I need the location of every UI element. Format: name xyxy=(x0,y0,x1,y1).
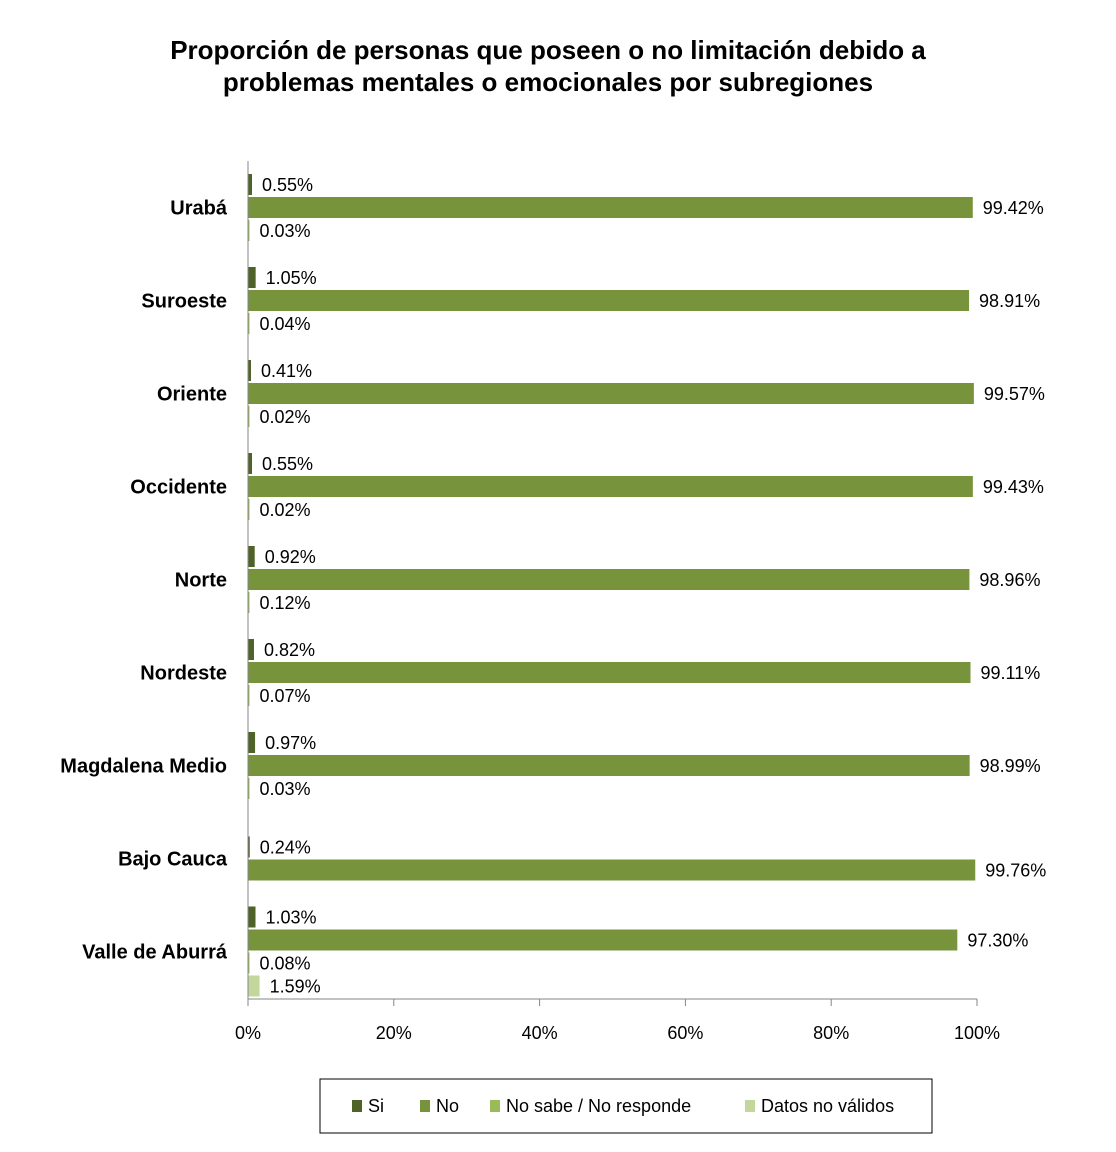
data-label-no-sabe-no-responde-nordeste: 0.07% xyxy=(260,686,311,706)
bar-no-sabe-no-responde-magdalena-medio xyxy=(248,778,250,799)
x-tick-label: 40% xyxy=(522,1023,558,1043)
data-label-si-valle-de-aburra: 1.03% xyxy=(266,908,317,928)
bar-no-suroeste xyxy=(248,290,970,311)
data-label-no-uraba: 99.42% xyxy=(983,198,1044,218)
data-label-si-nordeste: 0.82% xyxy=(264,640,315,660)
data-label-si-uraba: 0.55% xyxy=(262,175,313,195)
bar-si-magdalena-medio xyxy=(248,732,256,753)
data-label-si-magdalena-medio: 0.97% xyxy=(265,733,316,753)
data-label-no-oriente: 99.57% xyxy=(984,384,1045,404)
data-label-no-occidente: 99.43% xyxy=(983,477,1044,497)
chart-title-line-2: problemas mentales o emocionales por sub… xyxy=(222,67,874,97)
data-label-si-oriente: 0.41% xyxy=(261,361,312,381)
legend: Si No No sabe / No responde Datos no válido… xyxy=(319,1078,933,1134)
legend-label-si: Si xyxy=(368,1096,384,1116)
data-label-si-norte: 0.92% xyxy=(265,547,316,567)
bar-no-oriente xyxy=(248,383,974,404)
bar-si-oriente xyxy=(248,360,251,381)
data-label-no-sabe-no-responde-valle-de-aburra: 0.08% xyxy=(260,954,311,974)
legend-box xyxy=(319,1078,933,1134)
bar-no-sabe-no-responde-oriente xyxy=(248,406,250,427)
legend-label-datos-no-validos: Datos no válidos xyxy=(761,1096,894,1116)
x-tick-label: 60% xyxy=(667,1023,703,1043)
data-label-no-norte: 98.96% xyxy=(979,570,1040,590)
bar-datos-no-validos-valle-de-aburra xyxy=(248,975,260,997)
plot-area: Urabá 0.55% 99.42% 0.03% Suroeste 1.05% 98.91%… xyxy=(60,174,1046,997)
data-label-no-suroeste: 98.91% xyxy=(979,291,1040,311)
x-axis: 0% 20% 40% 60% 80% 100% xyxy=(235,161,1000,1043)
x-tick-label: 80% xyxy=(813,1023,849,1043)
bar-no-nordeste xyxy=(248,662,971,683)
data-label-si-suroeste: 1.05% xyxy=(266,268,317,288)
category-label-valle-de-aburra: Valle de Aburrá xyxy=(82,942,228,964)
bar-no-sabe-no-responde-valle-de-aburra xyxy=(248,952,250,974)
bar-no-uraba xyxy=(248,197,973,218)
bar-no-bajo-cauca xyxy=(248,859,976,881)
data-label-no-sabe-no-responde-magdalena-medio: 0.03% xyxy=(260,779,311,799)
data-label-datos-no-validos-valle-de-aburra: 1.59% xyxy=(270,977,321,997)
bar-no-sabe-no-responde-suroeste xyxy=(248,313,250,334)
category-label-uraba: Urabá xyxy=(170,198,228,220)
category-label-norte: Norte xyxy=(175,570,227,592)
bar-no-valle-de-aburra xyxy=(248,929,958,951)
category-label-nordeste: Nordeste xyxy=(140,663,227,685)
bar-no-sabe-no-responde-norte xyxy=(248,592,250,613)
bar-si-suroeste xyxy=(248,267,256,288)
data-label-no-valle-de-aburra: 97.30% xyxy=(967,931,1028,951)
category-label-occidente: Occidente xyxy=(130,477,227,499)
data-label-no-sabe-no-responde-occidente: 0.02% xyxy=(260,500,311,520)
legend-swatch-no-sabe-no-responde xyxy=(490,1100,500,1112)
bar-si-bajo-cauca xyxy=(248,836,250,858)
bar-si-occidente xyxy=(248,453,253,474)
legend-swatch-no xyxy=(420,1100,430,1112)
x-tick-label: 20% xyxy=(376,1023,412,1043)
data-label-no-sabe-no-responde-oriente: 0.02% xyxy=(260,407,311,427)
bar-si-valle-de-aburra xyxy=(248,906,256,928)
legend-label-no: No xyxy=(436,1096,459,1116)
bar-si-nordeste xyxy=(248,639,254,660)
data-label-si-occidente: 0.55% xyxy=(262,454,313,474)
category-label-bajo-cauca: Bajo Cauca xyxy=(118,849,228,871)
bar-no-occidente xyxy=(248,476,973,497)
bar-no-sabe-no-responde-occidente xyxy=(248,499,250,520)
bar-si-uraba xyxy=(248,174,253,195)
bar-si-norte xyxy=(248,546,255,567)
category-label-suroeste: Suroeste xyxy=(141,291,227,313)
bar-no-norte xyxy=(248,569,970,590)
data-label-si-bajo-cauca: 0.24% xyxy=(260,838,311,858)
bar-no-magdalena-medio xyxy=(248,755,970,776)
category-label-magdalena-medio: Magdalena Medio xyxy=(60,756,227,778)
bar-no-sabe-no-responde-uraba xyxy=(248,220,250,241)
data-label-no-sabe-no-responde-uraba: 0.03% xyxy=(260,221,311,241)
x-tick-label: 100% xyxy=(954,1023,1000,1043)
data-label-no-bajo-cauca: 99.76% xyxy=(985,861,1046,881)
chart-title: Proporción de personas que poseen o no l… xyxy=(0,34,1096,98)
legend-swatch-datos-no-validos xyxy=(745,1100,755,1112)
legend-label-no-sabe-no-responde: No sabe / No responde xyxy=(506,1096,691,1116)
data-label-no-sabe-no-responde-norte: 0.12% xyxy=(260,593,311,613)
legend-swatch-si xyxy=(352,1100,362,1112)
data-label-no-nordeste: 99.11% xyxy=(981,663,1041,683)
category-label-oriente: Oriente xyxy=(157,384,227,406)
data-label-no-sabe-no-responde-suroeste: 0.04% xyxy=(260,314,311,334)
data-label-no-magdalena-medio: 98.99% xyxy=(980,756,1041,776)
bar-no-sabe-no-responde-nordeste xyxy=(248,685,250,706)
chart-title-line-1: Proporción de personas que poseen o no l… xyxy=(170,35,926,65)
x-tick-label: 0% xyxy=(235,1023,261,1043)
